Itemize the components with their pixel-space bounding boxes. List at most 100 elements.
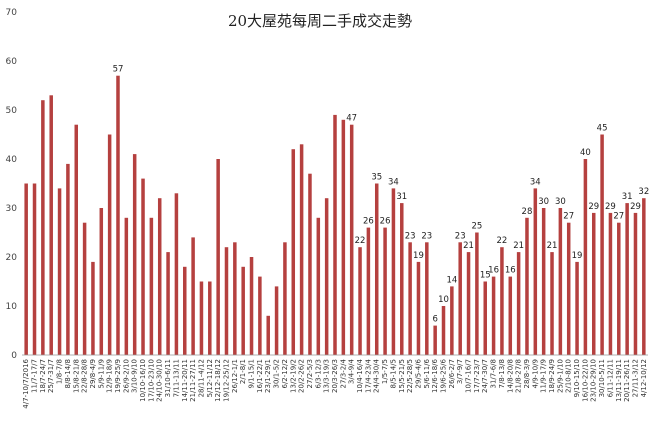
- data-label: 21: [513, 241, 524, 251]
- x-tick-label: 27/2-5/3: [306, 359, 314, 389]
- data-label: 23: [421, 231, 432, 241]
- bar: [591, 212, 596, 355]
- bar: [183, 266, 187, 355]
- bar: [600, 134, 604, 355]
- bar: [174, 193, 179, 355]
- bar: [516, 252, 521, 355]
- data-label: 34: [388, 177, 399, 187]
- bar: [91, 261, 95, 355]
- x-tick-label: 28/8-3/9: [523, 359, 531, 389]
- y-tick-label: 0: [11, 351, 17, 361]
- x-tick-label: 27/3-2/4: [339, 358, 347, 388]
- bar: [349, 124, 354, 355]
- data-labels-group: 5747222635263431231923610142321251516221…: [113, 65, 650, 325]
- bar: [157, 198, 162, 355]
- x-tick-label: 23/10-29/10: [590, 359, 598, 402]
- bar: [525, 217, 529, 355]
- data-label: 30: [538, 197, 549, 207]
- bar: [358, 247, 362, 355]
- bar: [550, 252, 554, 355]
- y-tick-label: 60: [6, 57, 18, 67]
- data-label: 28: [522, 207, 533, 217]
- bar: [258, 276, 262, 355]
- x-tick-label: 6/11-12/11: [606, 359, 614, 397]
- bar: [441, 306, 446, 355]
- bar: [491, 276, 496, 355]
- x-tick-label: 14/11-20/11: [181, 359, 189, 402]
- x-tick-label: 2/1-8/1: [239, 359, 247, 384]
- x-tick-label: 23/1-29/1: [264, 359, 272, 393]
- bar: [249, 257, 254, 355]
- bar: [625, 203, 629, 355]
- data-label: 6: [432, 315, 437, 325]
- x-tick-label: 20/2-26/2: [298, 359, 306, 393]
- data-label: 34: [530, 177, 541, 187]
- bar: [400, 203, 404, 355]
- y-tick-label: 40: [6, 155, 18, 165]
- data-label: 16: [488, 266, 499, 276]
- x-tick-label: 24/4-30/4: [373, 358, 381, 393]
- data-label: 27: [613, 212, 624, 222]
- y-tick-label: 30: [6, 204, 18, 214]
- data-label: 27: [563, 212, 574, 222]
- x-tick-label: 15/5-21/5: [398, 359, 406, 393]
- data-label: 26: [363, 217, 374, 227]
- data-label: 45: [597, 124, 608, 134]
- bar: [366, 227, 371, 355]
- bar: [166, 252, 170, 355]
- x-tick-label: 13/2-19/2: [289, 359, 297, 393]
- x-tick-label: 8/5-14/5: [389, 359, 397, 389]
- x-tick-label: 12/6-18/6: [431, 358, 439, 393]
- x-tick-label: 3/7-9/7: [456, 359, 464, 384]
- x-tick-label: 19/12-25/12: [222, 359, 230, 402]
- bar: [24, 183, 28, 355]
- y-tick-label: 20: [6, 253, 18, 263]
- bar: [333, 114, 337, 356]
- data-label: 22: [497, 236, 508, 246]
- x-tick-label: 19/6-25/6: [440, 358, 448, 393]
- x-tick-label: 10/7-16/7: [465, 359, 473, 393]
- data-label: 19: [413, 251, 424, 261]
- bar: [324, 198, 329, 355]
- x-tick-label: 5/9-11/9: [97, 359, 105, 389]
- data-label: 57: [113, 65, 124, 75]
- x-tick-labels-group: 4/7-10/7/2016 11/7-17/7 18/7-24/7 25/7-31/7…: [22, 358, 648, 408]
- x-tick-label: 19/9-25/9: [114, 359, 122, 393]
- bar: [533, 188, 538, 355]
- x-tick-label: 13/11-19/11: [615, 359, 623, 402]
- bar: [107, 134, 112, 355]
- data-label: 26: [380, 217, 391, 227]
- x-tick-label: 25/7-31/7: [47, 359, 55, 393]
- x-tick-label: 13/3-19/3: [323, 359, 331, 393]
- x-tick-label: 11/7-17/7: [31, 359, 39, 393]
- data-label: 29: [630, 202, 641, 212]
- x-tick-label: 18/7-24/7: [39, 359, 47, 393]
- data-label: 23: [455, 231, 466, 241]
- bar: [299, 144, 304, 355]
- bar: [241, 266, 245, 355]
- bar: [274, 286, 279, 355]
- bar: [374, 183, 379, 355]
- y-tick-label: 70: [6, 8, 18, 18]
- x-tick-label: 1/5-7/5: [381, 359, 389, 384]
- bar: [149, 217, 154, 355]
- bar: [341, 119, 346, 355]
- data-label: 16: [505, 266, 516, 276]
- x-tick-label: 26/9-2/10: [122, 359, 130, 393]
- bar: [450, 286, 454, 355]
- x-tick-label: 5/12-11/12: [206, 359, 214, 397]
- x-tick-label: 26/6-2/7: [448, 359, 456, 389]
- data-label: 32: [638, 187, 649, 197]
- x-tick-label: 12/9-18/9: [106, 359, 114, 393]
- x-tick-label: 29/5-4/6: [414, 358, 422, 388]
- bar: [617, 222, 621, 355]
- x-tick-label: 7/8-13/8: [498, 359, 506, 389]
- x-tick-label: 10/4-16/4: [356, 358, 364, 393]
- data-label: 22: [355, 236, 366, 246]
- bar: [500, 247, 504, 355]
- data-label: 14: [446, 275, 457, 285]
- bar: [74, 124, 79, 355]
- data-label: 29: [588, 202, 599, 212]
- x-tick-label: 31/10-6/11: [164, 359, 172, 397]
- bar: [475, 232, 479, 355]
